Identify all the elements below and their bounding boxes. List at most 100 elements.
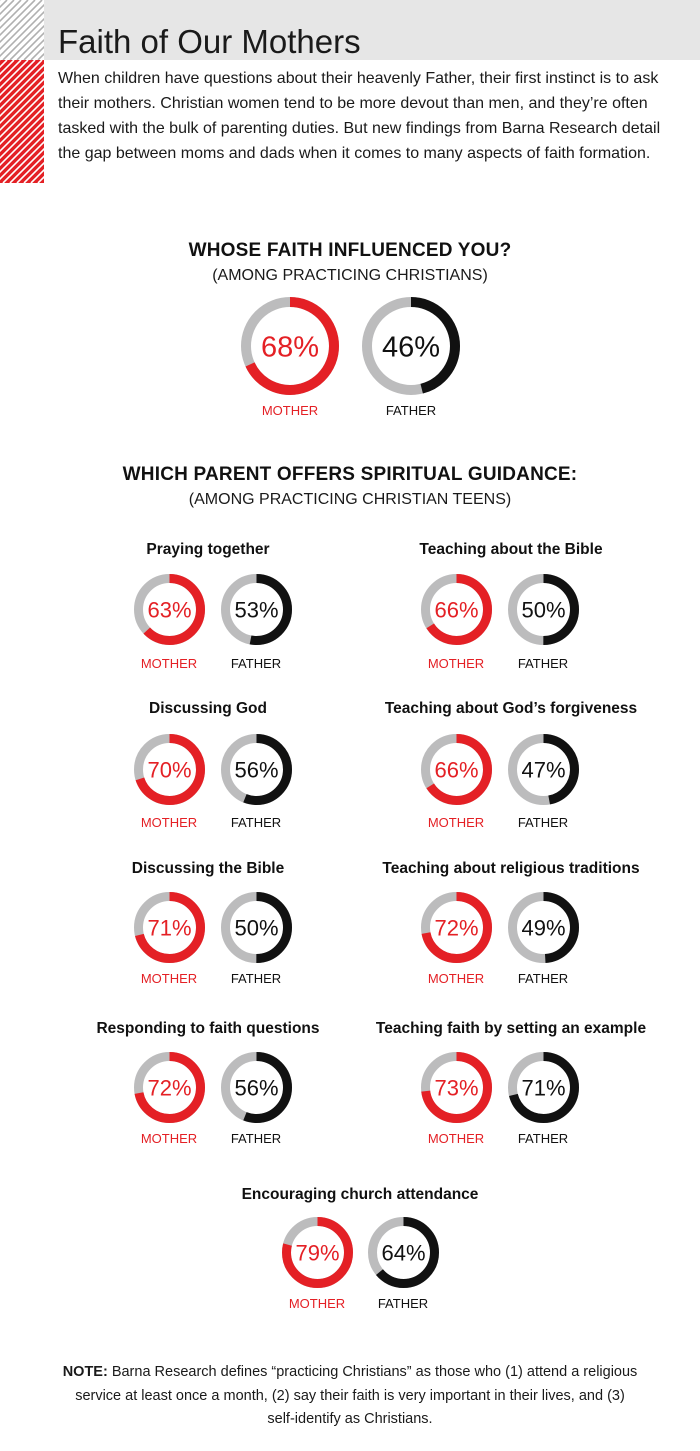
stripe-hatch-line <box>0 10 44 58</box>
mother-legend-label: MOTHER <box>140 1131 198 1146</box>
mother-value-arc <box>133 573 205 645</box>
stripe-hatch-line <box>23 38 44 60</box>
father-donut: 56% <box>220 1051 292 1123</box>
mother-legend-label: MOTHER <box>288 1296 346 1311</box>
section-subtitle-influence: (AMONG PRACTICING CHRISTIANS) <box>212 267 488 284</box>
panel-title: Teaching faith by setting an example <box>375 1020 647 1037</box>
section-title-influence: WHOSE FAITH INFLUENCED YOU? <box>188 240 512 261</box>
mother-legend-label: MOTHER <box>140 971 198 986</box>
stripe-hatch-line <box>0 133 44 181</box>
mother-value-arc <box>281 1216 353 1288</box>
stripe-hatch-line <box>0 119 44 167</box>
stripe-hatch-line <box>0 60 43 104</box>
father-legend-label: FATHER <box>377 1296 429 1311</box>
stripe-hatch-line <box>0 63 44 111</box>
father-value-label: 53% <box>234 597 278 622</box>
mother-value-arc <box>420 733 492 805</box>
gray-hatch-stripe <box>0 0 44 60</box>
mother-value-label: 79% <box>295 1240 339 1265</box>
mother-donut: 72% <box>420 891 492 963</box>
mother-value-arc <box>420 573 492 645</box>
stripe-hatch-line <box>2 140 44 183</box>
father-donut: 64% <box>367 1216 439 1288</box>
mother-legend-label: MOTHER <box>261 403 319 418</box>
mother-donut: 71% <box>133 891 205 963</box>
father-donut: 47% <box>507 733 579 805</box>
stripe-hatch-line <box>0 126 44 174</box>
mother-donut: 73% <box>420 1051 492 1123</box>
mother-value-label: 66% <box>434 597 478 622</box>
mother-legend-label: MOTHER <box>140 656 198 671</box>
father-donut: 53% <box>220 573 292 645</box>
mother-legend-label: MOTHER <box>427 1131 485 1146</box>
stripe-hatch-line <box>0 84 44 132</box>
mother-value-label: 72% <box>147 1075 191 1100</box>
father-legend-label: FATHER <box>230 971 282 986</box>
stripe-hatch-line <box>9 24 44 60</box>
mother-legend-label: MOTHER <box>427 656 485 671</box>
stripe-hatch-line <box>0 77 44 125</box>
father-legend-label: FATHER <box>517 656 569 671</box>
father-value-arc <box>507 733 579 805</box>
mother-donut: 66% <box>420 733 492 805</box>
mother-legend-label: MOTHER <box>140 815 198 830</box>
intro-paragraph: When children have questions about their… <box>58 70 661 162</box>
father-value-arc <box>220 891 292 963</box>
father-donut: 71% <box>507 1051 579 1123</box>
stripe-hatch-line <box>0 0 22 23</box>
stripe-hatch-line <box>0 0 43 44</box>
father-donut: 50% <box>220 891 292 963</box>
page-title: Faith of Our Mothers <box>58 23 361 60</box>
stripe-hatch-line <box>0 91 44 139</box>
stripe-hatch-line <box>0 0 36 37</box>
mother-donut: 79% <box>281 1216 353 1288</box>
note-text: Barna Research defines “practicing Chris… <box>75 1364 638 1427</box>
mother-value-label: 73% <box>434 1075 478 1100</box>
father-value-label: 71% <box>521 1075 565 1100</box>
mother-value-label: 66% <box>434 757 478 782</box>
mother-value-arc <box>133 1051 205 1123</box>
father-value-arc <box>507 891 579 963</box>
stripe-hatch-line <box>0 70 44 118</box>
father-value-label: 46% <box>382 331 440 363</box>
stripe-hatch-line <box>0 0 29 30</box>
father-value-arc <box>220 1051 292 1123</box>
stripe-hatch-line <box>9 147 44 183</box>
mother-legend-label: MOTHER <box>427 971 485 986</box>
father-value-label: 49% <box>521 915 565 940</box>
stripe-hatch-line <box>0 60 29 90</box>
stripe-hatch-line <box>16 31 44 60</box>
father-legend-label: FATHER <box>517 1131 569 1146</box>
father-value-label: 56% <box>234 1075 278 1100</box>
stripe-hatch-line <box>0 0 15 16</box>
mother-value-label: 72% <box>434 915 478 940</box>
footnote: NOTE: Barna Research defines “practicing… <box>60 1361 640 1432</box>
stripe-hatch-line <box>16 154 44 183</box>
mother-donut: 70% <box>133 733 205 805</box>
panel-title: Praying together <box>146 541 270 558</box>
note-label: NOTE: <box>62 1364 108 1380</box>
stripe-hatch-line <box>0 98 44 146</box>
mother-value-label: 63% <box>147 597 191 622</box>
stripe-hatch-line <box>30 45 44 60</box>
panel-title: Encouraging church attendance <box>241 1186 479 1203</box>
mother-value-arc <box>420 1051 492 1123</box>
stripe-hatch-line <box>0 112 44 160</box>
father-value-arc <box>220 733 292 805</box>
mother-donut: 72% <box>133 1051 205 1123</box>
father-legend-label: FATHER <box>230 656 282 671</box>
mother-donut: 66% <box>420 573 492 645</box>
title-band <box>44 0 700 60</box>
father-value-label: 47% <box>521 757 565 782</box>
mother-value-label: 71% <box>147 915 191 940</box>
mother-donut: 63% <box>133 573 205 645</box>
father-value-label: 64% <box>381 1240 425 1265</box>
stripe-hatch-line <box>0 3 44 51</box>
father-value-arc <box>367 1216 439 1288</box>
father-donut: 56% <box>220 733 292 805</box>
stripe-hatch-line <box>0 60 22 83</box>
father-legend-label: FATHER <box>230 815 282 830</box>
red-hatch-stripe <box>0 60 44 183</box>
mother-donut: 68% <box>241 297 339 395</box>
mother-value-arc <box>420 891 492 963</box>
